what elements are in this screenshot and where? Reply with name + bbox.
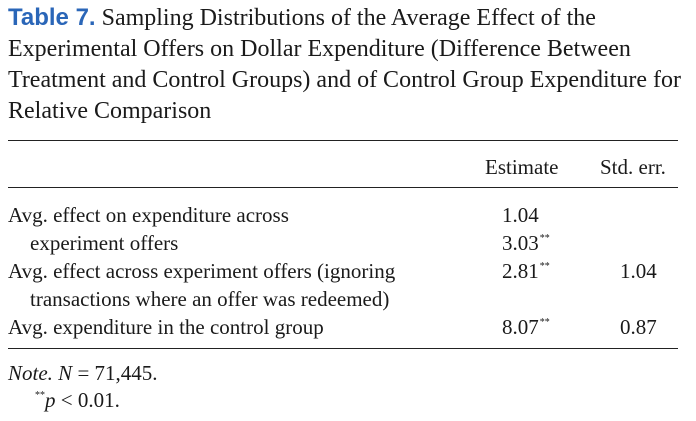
table-note: Note. N = 71,445. — [8, 359, 158, 387]
row-1-label-line2: experiment offers — [30, 231, 179, 255]
note-n-value: = 71,445. — [72, 361, 158, 385]
note-label: Note. — [8, 361, 53, 385]
row-2-std-err: 1.04 — [620, 259, 657, 283]
significance-note: **p < 0.01. — [34, 386, 120, 419]
row-3-label: Avg. expenditure in the control group — [8, 315, 324, 339]
bottom-rule — [8, 348, 678, 349]
row-1-label-line1: Avg. effect on expenditure across — [8, 203, 289, 227]
top-rule — [8, 140, 678, 141]
table-caption: Table 7. Sampling Distributions of the A… — [8, 2, 688, 127]
row-1-significance-marker: ** — [539, 233, 550, 244]
column-header-std-err: Std. err. — [600, 155, 666, 179]
note-n-symbol: N — [58, 361, 73, 385]
row-1-estimate-line2: 3.03** — [502, 229, 550, 262]
row-3-estimate: 8.07** — [502, 313, 550, 346]
note-significance-marker: ** — [35, 390, 45, 401]
column-header-estimate: Estimate — [485, 155, 559, 179]
row-2-label-line1: Avg. effect across experiment offers (ig… — [8, 259, 396, 283]
row-2-estimate: 2.81** — [502, 257, 550, 290]
row-1-estimate-line2-value: 3.03 — [502, 231, 539, 255]
row-2-estimate-value: 2.81 — [502, 259, 539, 283]
header-rule — [8, 187, 678, 188]
row-2-significance-marker: ** — [539, 261, 550, 272]
row-3-estimate-value: 8.07 — [502, 315, 539, 339]
row-3-std-err: 0.87 — [620, 315, 657, 339]
note-p-symbol: p — [45, 388, 56, 412]
note-p-threshold: < 0.01. — [55, 388, 120, 412]
row-3-significance-marker: ** — [539, 317, 550, 328]
table-label: Table 7. — [8, 4, 96, 31]
table-title: Sampling Distributions of the Average Ef… — [8, 5, 681, 124]
row-2-label-line2: transactions where an offer was redeemed… — [30, 287, 390, 311]
row-1-estimate-line1: 1.04 — [502, 203, 539, 227]
